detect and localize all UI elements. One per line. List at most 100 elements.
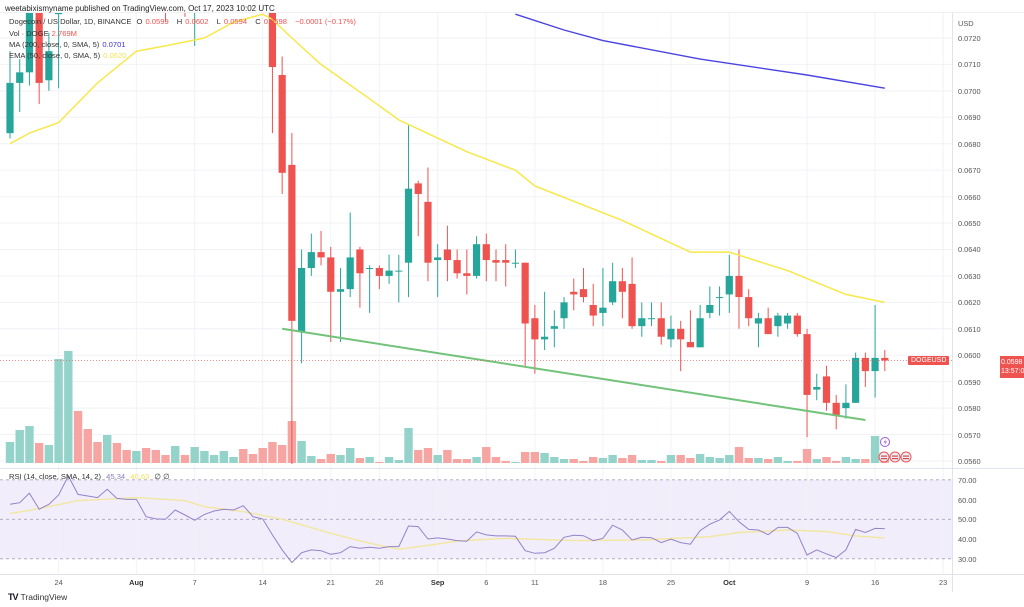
candle bbox=[327, 246, 335, 343]
volume-bar bbox=[423, 448, 433, 463]
volume-bar bbox=[482, 447, 491, 463]
volume-bar bbox=[511, 462, 520, 463]
candle-body bbox=[677, 328, 685, 340]
candle-body bbox=[288, 164, 296, 321]
date-tick-label: Sep bbox=[430, 578, 445, 587]
candle-body bbox=[395, 270, 403, 272]
volume-bar bbox=[598, 458, 608, 463]
tradingview-footer[interactable]: TV TradingView bbox=[8, 592, 67, 602]
volume-bar bbox=[861, 459, 870, 463]
price-tick-label: 0.0620 bbox=[958, 298, 981, 308]
candle bbox=[6, 51, 14, 139]
candle-body bbox=[502, 260, 510, 263]
price-tick-label: 0.0570 bbox=[958, 430, 981, 440]
rsi-sma-value: 40.63 bbox=[130, 472, 150, 481]
symbol-legend: Dogecoin / US Dollar, 1D, BINANCE O 0.059… bbox=[9, 17, 359, 26]
symbol-price-tag: DOGEUSD bbox=[908, 356, 950, 365]
candle bbox=[803, 328, 811, 438]
support-trendline bbox=[282, 327, 866, 421]
candle-body bbox=[647, 318, 656, 320]
volume-bar bbox=[657, 461, 666, 463]
candle bbox=[842, 384, 850, 419]
candle bbox=[414, 180, 422, 237]
date-tick-label: 26 bbox=[375, 578, 384, 587]
candle bbox=[793, 312, 801, 337]
volume-bar bbox=[365, 457, 374, 463]
candle-body bbox=[774, 315, 782, 327]
volume-bar bbox=[73, 411, 83, 463]
rsi-legend[interactable]: RSI (14, close, SMA, 14, 2) 45.34 40.63 … bbox=[9, 472, 173, 481]
candle bbox=[511, 249, 520, 268]
candle bbox=[317, 230, 325, 266]
rsi-sma-line bbox=[9, 496, 885, 551]
volume-bar bbox=[812, 459, 821, 463]
candle bbox=[278, 56, 286, 194]
ma-legend[interactable]: MA (200, close, 0, SMA, 5) 0.0701 bbox=[9, 40, 129, 49]
date-tick-label: Aug bbox=[129, 578, 144, 587]
price-tick-label: 0.0690 bbox=[958, 113, 981, 123]
volume-bar bbox=[404, 428, 413, 463]
volume-bar bbox=[316, 459, 326, 463]
volume-bar bbox=[277, 445, 287, 463]
candle bbox=[346, 212, 354, 298]
candle-body bbox=[832, 402, 840, 417]
ema50-line bbox=[9, 13, 885, 304]
volume-bar bbox=[346, 448, 355, 463]
volume-bar bbox=[520, 452, 530, 463]
volume-bar bbox=[452, 459, 462, 463]
tradingview-logo-icon: TV bbox=[8, 592, 18, 602]
candle-body bbox=[356, 249, 364, 274]
volume-bar bbox=[297, 441, 306, 463]
candle bbox=[579, 267, 588, 303]
volume-bar bbox=[608, 455, 617, 463]
price-tick-label: 0.0630 bbox=[958, 271, 981, 281]
close-value: 0.0598 bbox=[263, 17, 287, 26]
ema-legend[interactable]: EMA (50, close, 0, SMA, 5) 0.0620 bbox=[9, 51, 129, 60]
symbol-title[interactable]: Dogecoin / US Dollar, 1D, BINANCE bbox=[9, 17, 132, 26]
volume-bar bbox=[141, 448, 151, 463]
volume-bar bbox=[219, 451, 229, 463]
candle-body bbox=[570, 291, 578, 295]
volume-bar bbox=[734, 447, 744, 463]
candle bbox=[764, 307, 772, 335]
volume-bar bbox=[326, 454, 335, 463]
candle-body bbox=[696, 318, 704, 348]
candle-body bbox=[686, 342, 694, 348]
candle bbox=[725, 254, 733, 313]
volume-bar bbox=[443, 450, 452, 463]
candle bbox=[35, 12, 43, 105]
volume-bar bbox=[414, 450, 423, 463]
price-tick-label: 0.0580 bbox=[958, 404, 981, 414]
volume-legend[interactable]: Vol · DOGE 2.769M bbox=[9, 29, 80, 38]
volume-bar bbox=[501, 461, 510, 463]
ma-label: MA (200, close, 0, SMA, 5) bbox=[9, 40, 100, 49]
us-flag-event-icon bbox=[878, 451, 890, 463]
ma-value: 0.0701 bbox=[102, 40, 126, 49]
candle bbox=[541, 291, 549, 350]
current-price: 0.0598 bbox=[1001, 359, 1023, 366]
volume-bar bbox=[783, 461, 792, 463]
rsi-tick-label: 50.00 bbox=[958, 515, 977, 525]
rsi-tick-label: 30.00 bbox=[958, 554, 977, 564]
candle bbox=[784, 312, 792, 329]
indicator-overlays bbox=[0, 13, 952, 463]
candle-body bbox=[861, 357, 869, 372]
candle-body bbox=[55, 12, 63, 15]
candle bbox=[638, 302, 646, 337]
volume-bar bbox=[530, 452, 540, 463]
volume-bar bbox=[209, 455, 219, 463]
volume-bar bbox=[725, 455, 734, 463]
candle-body bbox=[531, 318, 539, 340]
volume-bar bbox=[258, 448, 267, 463]
volume-bar bbox=[832, 461, 841, 463]
candle bbox=[667, 315, 675, 348]
candle bbox=[375, 265, 383, 290]
candle bbox=[618, 267, 626, 319]
candle-body bbox=[589, 305, 597, 316]
volume-bar bbox=[64, 351, 73, 463]
candle-body bbox=[375, 267, 383, 276]
volume-value: 2.769M bbox=[51, 29, 78, 38]
candle-body bbox=[793, 315, 801, 335]
candle-body bbox=[871, 357, 879, 372]
